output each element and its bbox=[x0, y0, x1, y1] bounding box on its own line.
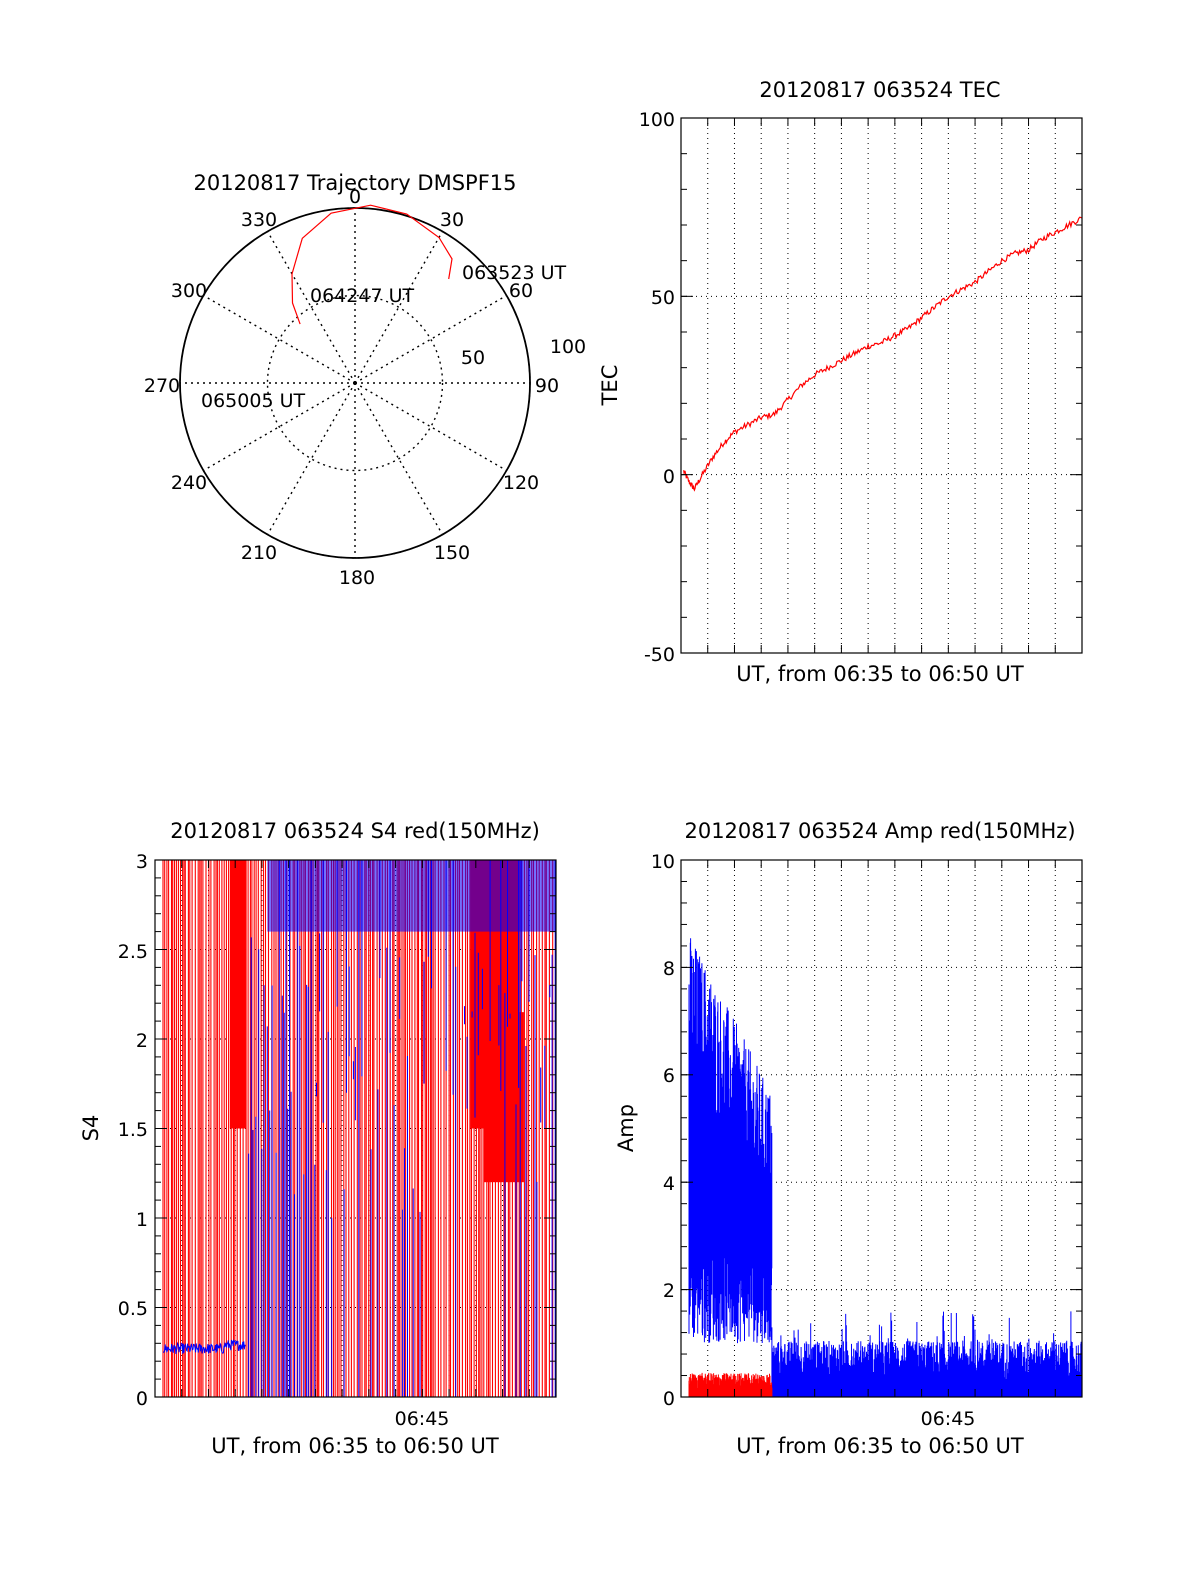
tec-ytick-neg50: -50 bbox=[644, 644, 675, 666]
tec-axes-frame bbox=[680, 117, 1083, 654]
tec-series-line bbox=[683, 216, 1083, 492]
az-label-270: 270 bbox=[144, 375, 180, 397]
az-label-0: 0 bbox=[349, 186, 361, 208]
polar-spoke-60 bbox=[354, 294, 507, 384]
tec-title: 20120817 063524 TEC bbox=[759, 78, 1000, 102]
polar-spoke-120 bbox=[354, 382, 507, 472]
amp-ytick-10: 10 bbox=[651, 851, 675, 873]
az-label-300: 300 bbox=[171, 280, 207, 302]
s4-blue-series bbox=[163, 860, 556, 1397]
tec-ytick-100: 100 bbox=[639, 109, 675, 131]
az-label-90: 90 bbox=[535, 375, 559, 397]
s4-blue-low bbox=[163, 1339, 246, 1354]
tec-ytick-0: 0 bbox=[663, 466, 675, 488]
tec-ylabel: TEC bbox=[598, 365, 622, 407]
s4-ticks bbox=[155, 859, 556, 1398]
tec-grid bbox=[681, 117, 1082, 654]
tec-panel: 20120817 063524 TEC 100 50 0 -50 TEC UT,… bbox=[598, 78, 1083, 686]
amp-blue-series bbox=[688, 938, 1082, 1397]
polar-grid bbox=[179, 207, 531, 559]
amp-blue-low bbox=[771, 1311, 1082, 1397]
s4-xlabel: UT, from 06:35 to 06:50 UT bbox=[211, 1434, 499, 1458]
amp-ytick-0: 0 bbox=[663, 1388, 675, 1410]
az-label-180: 180 bbox=[339, 567, 375, 589]
amp-title: 20120817 063524 Amp red(150MHz) bbox=[684, 819, 1075, 843]
az-label-210: 210 bbox=[241, 542, 277, 564]
amp-blue-burst bbox=[688, 938, 773, 1344]
polar-spoke-330 bbox=[266, 231, 356, 384]
polar-spoke-30 bbox=[354, 231, 444, 384]
amp-xlabel: UT, from 06:35 to 06:50 UT bbox=[736, 1434, 1024, 1458]
amp-ytick-4: 4 bbox=[663, 1173, 675, 1195]
tec-ytick-50: 50 bbox=[651, 287, 675, 309]
az-label-30: 30 bbox=[440, 209, 464, 231]
az-label-60: 60 bbox=[509, 280, 533, 302]
trajectory-title: 20120817 Trajectory DMSPF15 bbox=[193, 171, 516, 195]
s4-xtick-0645: 06:45 bbox=[395, 1408, 450, 1430]
trajectory-mid-label: 064247 UT bbox=[310, 285, 414, 307]
s4-ytick-1.5: 1.5 bbox=[118, 1119, 148, 1141]
trajectory-line bbox=[291, 204, 453, 325]
amp-xtick-0645: 06:45 bbox=[921, 1408, 976, 1430]
amp-ticks bbox=[681, 859, 1082, 1398]
radial-label-100: 100 bbox=[550, 336, 586, 358]
s4-ytick-3: 3 bbox=[136, 851, 148, 873]
radial-label-50: 50 bbox=[461, 347, 485, 369]
s4-blue-top-band bbox=[267, 860, 556, 932]
amp-ylabel: Amp bbox=[614, 1104, 638, 1152]
s4-title: 20120817 063524 S4 red(150MHz) bbox=[170, 819, 540, 843]
s4-ytick-2.5: 2.5 bbox=[118, 941, 148, 963]
polar-ring-50 bbox=[266, 294, 444, 472]
amp-ytick-2: 2 bbox=[663, 1280, 675, 1302]
tec-ticks bbox=[681, 117, 1082, 654]
amp-red-low bbox=[688, 1372, 773, 1397]
tec-xlabel: UT, from 06:35 to 06:50 UT bbox=[736, 662, 1024, 686]
trajectory-end-label: 065005 UT bbox=[201, 390, 305, 412]
s4-ytick-0: 0 bbox=[136, 1388, 148, 1410]
s4-ylabel: S4 bbox=[79, 1115, 103, 1142]
polar-spoke-300 bbox=[203, 294, 356, 384]
polar-azimuth-labels: 0 30 60 90 120 150 180 210 240 270 300 3… bbox=[144, 186, 559, 589]
az-label-120: 120 bbox=[503, 472, 539, 494]
amp-ytick-6: 6 bbox=[663, 1065, 675, 1087]
az-label-150: 150 bbox=[434, 542, 470, 564]
s4-red-block-0 bbox=[229, 860, 246, 1129]
s4-panel: 20120817 063524 S4 red(150MHz) 3 2.5 2 1… bbox=[79, 819, 557, 1458]
az-label-330: 330 bbox=[241, 209, 277, 231]
az-label-240: 240 bbox=[171, 472, 207, 494]
amp-panel: 20120817 063524 Amp red(150MHz) 10 8 6 4… bbox=[614, 819, 1083, 1458]
polar-spoke-240 bbox=[203, 382, 356, 472]
amp-red-series bbox=[688, 1372, 773, 1397]
polar-spoke-210 bbox=[266, 382, 356, 535]
s4-ytick-0.5: 0.5 bbox=[118, 1298, 148, 1320]
trajectory-start-label: 063523 UT bbox=[462, 262, 566, 284]
polar-spoke-150 bbox=[354, 382, 444, 535]
s4-ytick-2: 2 bbox=[136, 1030, 148, 1052]
amp-axes-frame bbox=[680, 859, 1083, 1398]
amp-ytick-8: 8 bbox=[663, 958, 675, 980]
s4-ytick-1: 1 bbox=[136, 1209, 148, 1231]
trajectory-panel: 20120817 Trajectory DMSPF15 0 30 60 90 1… bbox=[144, 171, 586, 589]
